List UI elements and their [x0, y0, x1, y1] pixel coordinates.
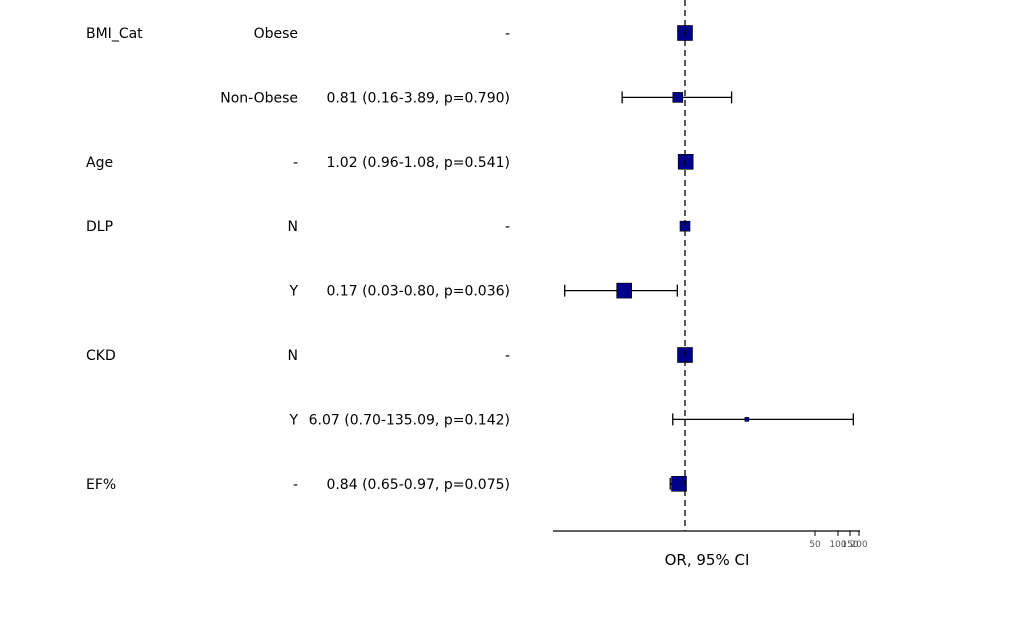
row-estimate-text: -	[505, 26, 510, 42]
row-level-label: N	[288, 348, 298, 364]
row-estimate-text: -	[505, 219, 510, 235]
row-level-label: N	[288, 219, 298, 235]
forest-row: Y 0.17 (0.03-0.80, p=0.036)	[288, 282, 678, 300]
row-level-label: Non-Obese	[220, 90, 298, 106]
row-variable-label: EF%	[86, 477, 116, 493]
row-estimate-text: 1.02 (0.96-1.08, p=0.541)	[326, 155, 510, 171]
row-level-label: Y	[288, 284, 298, 300]
forest-row: DLP N -	[86, 219, 691, 235]
row-variable-label: DLP	[86, 219, 113, 235]
row-level-label: -	[293, 477, 298, 493]
row-estimate-text: 0.17 (0.03-0.80, p=0.036)	[326, 284, 510, 300]
row-variable-label: CKD	[86, 348, 116, 364]
point-marker	[744, 417, 750, 422]
point-marker	[677, 154, 694, 170]
x-axis-label: OR, 95% CI	[665, 551, 750, 569]
forest-row: Y 6.07 (0.70-135.09, p=0.142)	[288, 412, 854, 428]
row-estimate-text: 6.07 (0.70-135.09, p=0.142)	[309, 412, 510, 428]
x-tick-label: 200	[850, 540, 867, 550]
point-marker	[671, 475, 687, 492]
row-level-label: -	[293, 155, 298, 171]
row-estimate-text: -	[505, 348, 510, 364]
point-marker	[616, 282, 633, 299]
x-tick-label: 150	[841, 540, 858, 550]
forest-rows: BMI_Cat Obese - Non-Obese 0.81 (0.16-3.89, p…	[86, 25, 854, 493]
forest-row: Age - 1.02 (0.96-1.08, p=0.541)	[86, 154, 694, 171]
forest-row: CKD N -	[86, 347, 693, 364]
row-level-label: Y	[288, 412, 298, 428]
x-tick-label: 100	[829, 540, 846, 550]
forest-row: EF% - 0.84 (0.65-0.97, p=0.075)	[86, 475, 687, 493]
forest-row: BMI_Cat Obese -	[86, 25, 693, 42]
forest-row: Non-Obese 0.81 (0.16-3.89, p=0.790)	[220, 90, 733, 106]
x-tick-label: 50	[809, 540, 821, 550]
row-level-label: Obese	[254, 26, 298, 42]
row-estimate-text: 0.81 (0.16-3.89, p=0.790)	[326, 90, 510, 106]
point-marker	[672, 92, 684, 103]
row-variable-label: Age	[86, 155, 113, 171]
row-estimate-text: 0.84 (0.65-0.97, p=0.075)	[326, 477, 510, 493]
row-variable-label: BMI_Cat	[86, 26, 143, 42]
